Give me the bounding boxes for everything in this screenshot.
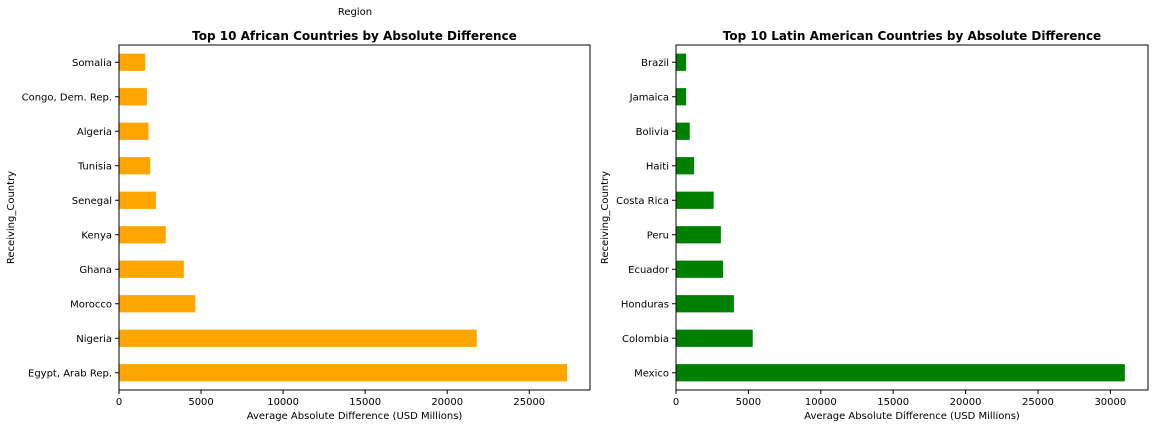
y-tick-label: Algeria [77, 127, 112, 138]
y-tick-label: Morocco [70, 299, 112, 310]
bar [676, 364, 1125, 382]
x-tick-label: 5000 [736, 397, 761, 408]
x-tick-label: 5000 [188, 397, 213, 408]
bar [676, 122, 690, 140]
bar [676, 260, 724, 278]
bar [119, 157, 151, 175]
bar [119, 88, 147, 106]
bar [119, 329, 477, 347]
y-tick-label: Peru [647, 230, 669, 241]
x-axis-label: Average Absolute Difference (USD Million… [247, 411, 463, 422]
chart-title: Top 10 African Countries by Absolute Dif… [192, 29, 517, 43]
bar [676, 53, 687, 71]
y-tick-label: Tunisia [77, 161, 112, 172]
latin-american-countries-chart: Top 10 Latin American Countries by Absol… [600, 29, 1149, 422]
x-tick-label: 0 [673, 397, 679, 408]
plot-frame [675, 44, 1149, 391]
y-tick-label: Ghana [79, 265, 112, 276]
bar [676, 295, 734, 313]
x-tick-label: 30000 [1094, 397, 1126, 408]
bar [119, 364, 568, 382]
y-tick-label: Colombia [622, 334, 669, 345]
y-tick-label: Honduras [621, 299, 669, 310]
y-tick-label: Somalia [72, 58, 112, 69]
x-tick-label: 25000 [1022, 397, 1054, 408]
y-tick-label: Senegal [72, 196, 112, 207]
bar [676, 88, 687, 106]
x-tick-label: 15000 [877, 397, 909, 408]
y-tick-label: Ecuador [628, 265, 670, 276]
x-tick-label: 20000 [950, 397, 982, 408]
y-tick-label: Brazil [641, 58, 669, 69]
bar [676, 157, 695, 175]
bar [119, 295, 196, 313]
bar [119, 53, 146, 71]
chart-title: Top 10 Latin American Countries by Absol… [723, 29, 1101, 43]
y-tick-label: Mexico [634, 368, 669, 379]
y-tick-label: Nigeria [76, 334, 112, 345]
plot-frame [118, 44, 591, 391]
x-tick-label: 20000 [431, 397, 463, 408]
x-tick-label: 15000 [349, 397, 381, 408]
x-tick-label: 10000 [267, 397, 299, 408]
bar [119, 226, 166, 244]
y-tick-label: Bolivia [636, 127, 669, 138]
y-tick-label: Kenya [81, 230, 112, 241]
x-tick-label: 10000 [805, 397, 837, 408]
african-countries-chart: Top 10 African Countries by Absolute Dif… [6, 29, 591, 422]
y-tick-label: Jamaica [629, 92, 669, 103]
y-axis-label: Receiving_Country [6, 171, 17, 264]
y-tick-label: Haiti [646, 161, 669, 172]
y-axis-label: Receiving_Country [600, 171, 611, 264]
y-tick-label: Congo, Dem. Rep. [22, 92, 112, 103]
bar [676, 226, 721, 244]
bar [119, 191, 156, 209]
x-tick-label: 0 [116, 397, 122, 408]
x-axis-label: Average Absolute Difference (USD Million… [804, 411, 1020, 422]
bar [676, 191, 714, 209]
y-tick-label: Egypt, Arab Rep. [28, 368, 112, 379]
bar [119, 260, 184, 278]
y-tick-label: Costa Rica [616, 196, 669, 207]
x-tick-label: 25000 [513, 397, 545, 408]
bar [119, 122, 149, 140]
region-label: Region [337, 7, 373, 18]
bar [676, 329, 753, 347]
